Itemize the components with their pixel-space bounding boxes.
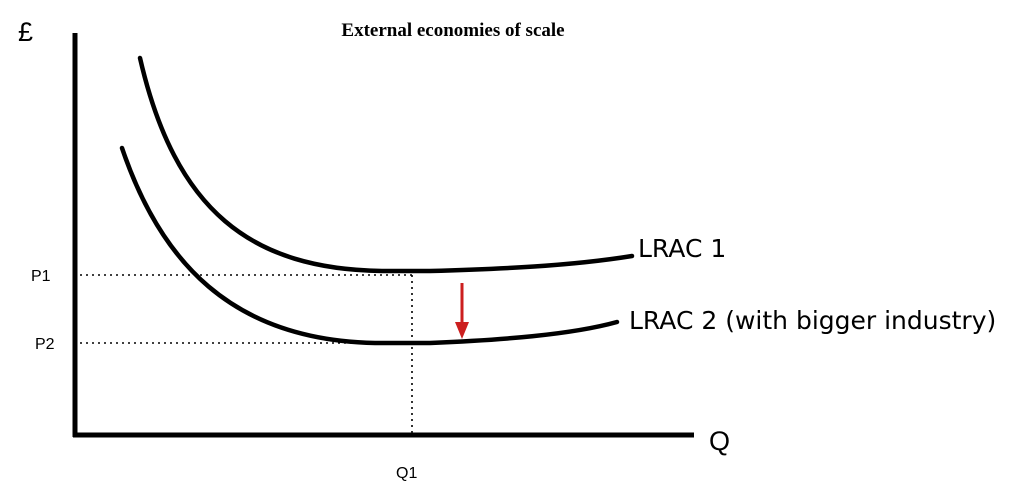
lrac2-label: LRAC 2 (with bigger industry) — [629, 306, 996, 335]
y-axis-label: £ — [18, 17, 33, 47]
q1-label: Q1 — [396, 465, 417, 482]
shift-down-arrow-icon — [455, 283, 469, 339]
lrac1-curve — [137, 55, 635, 274]
diagram-title: External economies of scale — [341, 20, 564, 41]
p1-label: P1 — [31, 268, 51, 285]
p2-label: P2 — [35, 336, 55, 353]
lrac1-label: LRAC 1 — [638, 234, 726, 263]
lrac2-curve — [119, 145, 620, 346]
x-axis-label: Q — [709, 426, 730, 456]
